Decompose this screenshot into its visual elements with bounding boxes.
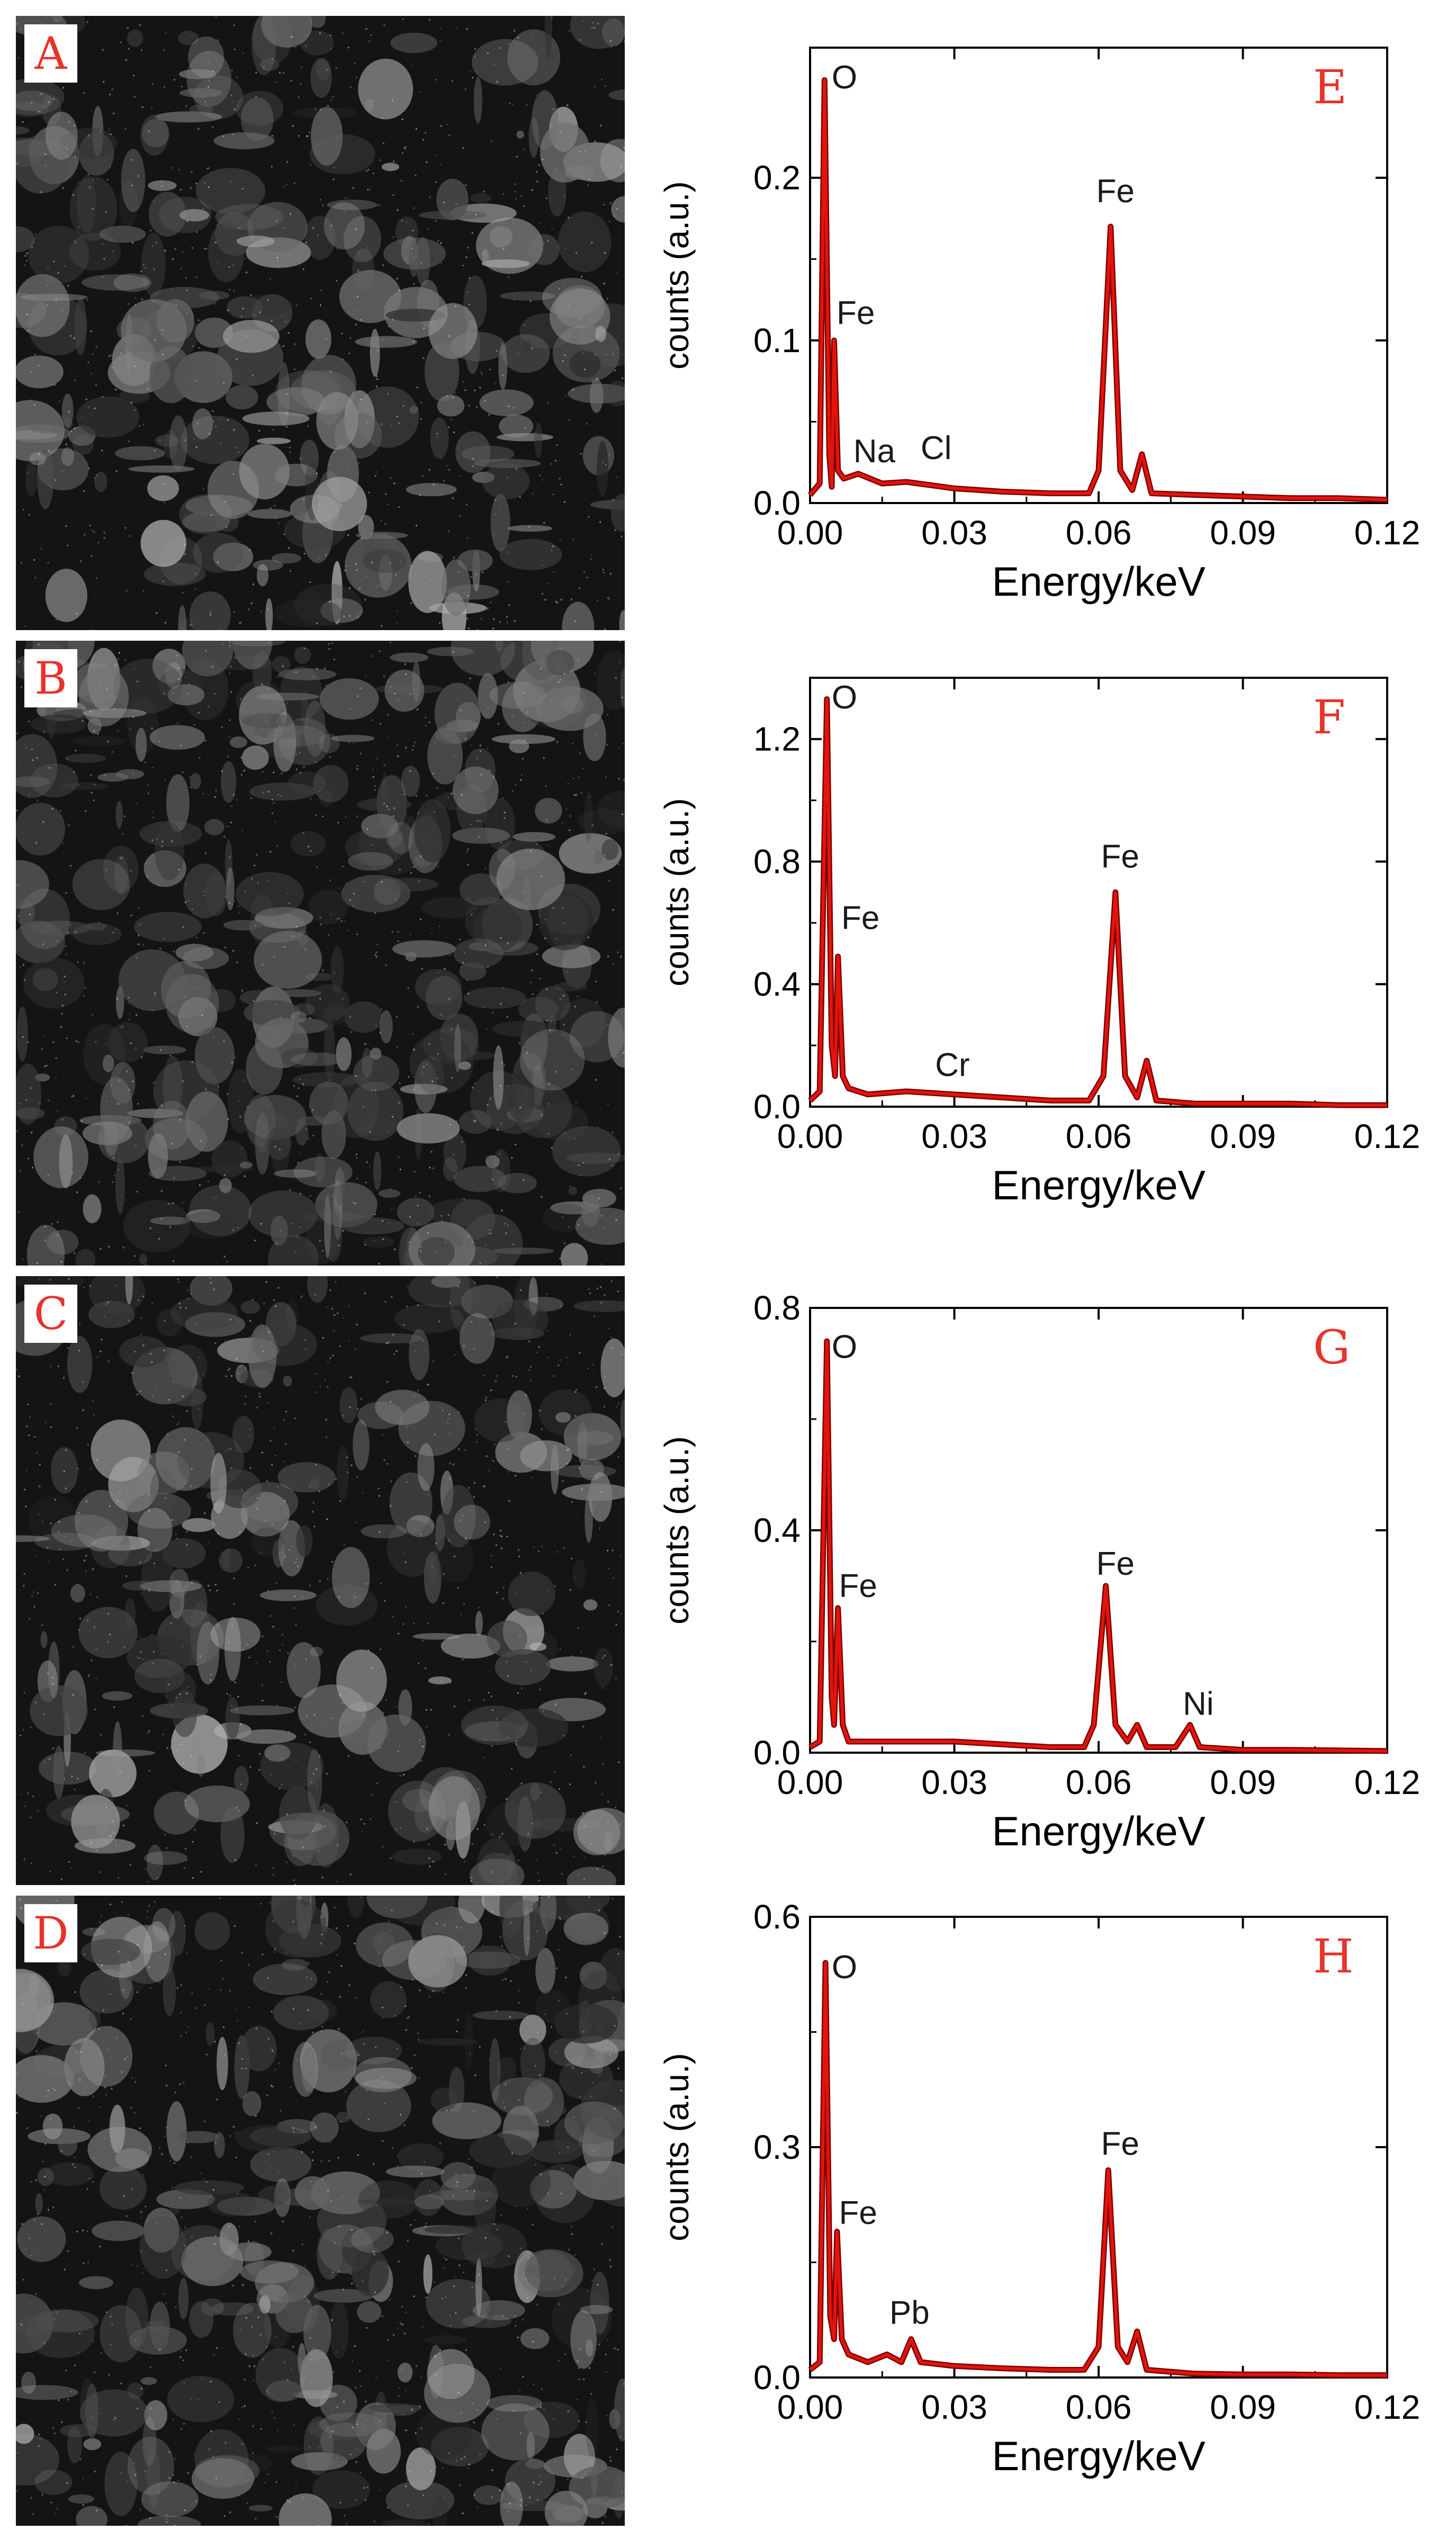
y-tick-label: 0.4	[753, 965, 801, 1003]
peak-label: Fe	[1101, 2126, 1139, 2163]
sem-image-a: A	[16, 16, 625, 630]
x-axis-title: Energy/keV	[992, 558, 1205, 605]
peak-label: O	[832, 679, 857, 716]
peak-label: O	[832, 1329, 857, 1366]
peak-label: O	[832, 59, 857, 96]
x-tick-label: 0.12	[1354, 1117, 1421, 1155]
x-tick-label: 0.09	[1210, 1117, 1276, 1155]
peak-label: Pb	[889, 2295, 930, 2331]
panel-label: G	[1313, 1320, 1350, 1375]
x-tick-label: 0.03	[921, 1763, 987, 1801]
peak-label: Fe	[1101, 839, 1139, 875]
eds-chart-e: 0.00 0.03 0.06 0.09 0.12 0.0 0.1 0.2 Energy/keV c…	[658, 47, 1421, 605]
x-tick-label: 0.00	[777, 1763, 843, 1801]
y-tick-label: 0.4	[753, 1511, 801, 1549]
x-axis-title: Energy/keV	[992, 2433, 1205, 2479]
spectrum-outline	[807, 77, 1388, 503]
x-tick-label: 0.03	[921, 514, 987, 552]
peak-label: Cr	[935, 1047, 969, 1083]
y-axis-title: counts (a.u.)	[658, 1436, 696, 1625]
spectrum-line	[809, 1961, 1387, 2377]
panel-label-c: C	[24, 1285, 77, 1343]
y-tick-label: 0.0	[753, 1734, 801, 1772]
eds-chart-h: 0.00 0.03 0.06 0.09 0.12 0.0 0.3 0.6 Energy/keV c…	[658, 1898, 1421, 2479]
x-tick-label: 0.12	[1354, 1763, 1421, 1801]
sem-footer-b	[16, 1244, 625, 1261]
peak-label: Na	[853, 433, 896, 470]
x-tick-label: 0.00	[777, 514, 843, 552]
sem-image-b: B	[16, 641, 625, 1266]
y-tick-label: 0.0	[753, 1088, 801, 1126]
sem-texture-b	[16, 641, 625, 1266]
sem-texture-c	[16, 1276, 625, 1885]
y-tick-label: 0.2	[753, 159, 801, 197]
x-tick-label: 0.06	[1066, 514, 1132, 552]
sem-footer-a	[16, 609, 625, 626]
peak-label: Fe	[1096, 173, 1134, 210]
panel-label: E	[1313, 60, 1347, 114]
y-tick-label: 0.0	[753, 2358, 801, 2397]
x-tick-label: 0.12	[1354, 514, 1421, 552]
x-axis-title: Energy/keV	[992, 1162, 1205, 1208]
x-tick-label: 0.09	[1210, 1763, 1276, 1801]
peak-label: Fe	[1096, 1546, 1134, 1582]
sem-footer-c	[16, 1864, 625, 1881]
panel-label: F	[1313, 690, 1345, 744]
y-tick-label: 0.8	[753, 1289, 801, 1327]
eds-chart-g: 0.00 0.03 0.06 0.09 0.12 0.0 0.4 0.8 Energy/keV c…	[658, 1289, 1421, 1854]
x-tick-label: 0.06	[1066, 1763, 1132, 1801]
y-tick-label: 0.6	[753, 1898, 801, 1936]
x-tick-label: 0.09	[1210, 2388, 1276, 2426]
y-tick-label: 0.0	[753, 484, 801, 522]
sem-footer-d	[16, 2505, 625, 2522]
x-axis-title: Energy/keV	[992, 1808, 1205, 1854]
y-axis-title: counts (a.u.)	[658, 181, 696, 370]
y-tick-label: 0.3	[753, 2128, 801, 2166]
panel-label-a: A	[24, 24, 77, 83]
spectrum-line	[809, 1340, 1388, 1753]
x-tick-label: 0.00	[777, 1117, 843, 1155]
x-tick-label: 0.06	[1066, 2388, 1132, 2426]
peak-label: Fe	[839, 1568, 877, 1604]
peak-label: Ni	[1183, 1686, 1214, 1722]
eds-chart-f: 0.00 0.03 0.06 0.09 0.12 0.0 0.4 0.8 1.2 Energy/k…	[658, 677, 1421, 1208]
y-tick-label: 0.1	[753, 321, 801, 360]
x-tick-label: 0.06	[1066, 1117, 1132, 1155]
x-tick-label: 0.03	[921, 1117, 987, 1155]
sem-texture-d	[16, 1896, 625, 2526]
sem-texture-a	[16, 16, 625, 630]
spectrum-line	[808, 697, 1387, 1107]
sem-image-c: C	[16, 1276, 625, 1885]
spectrum-outline	[808, 696, 1387, 1108]
peak-label: O	[832, 1949, 857, 1986]
x-tick-label: 0.12	[1354, 2388, 1421, 2426]
peak-label: Fe	[837, 295, 875, 331]
x-tick-label: 0.09	[1210, 514, 1276, 552]
peak-label: Fe	[839, 2195, 877, 2231]
peak-label: Fe	[841, 900, 879, 936]
peak-label: Cl	[921, 430, 952, 466]
sem-image-d: D	[16, 1896, 625, 2526]
y-tick-label: 1.2	[753, 720, 801, 758]
y-tick-label: 0.8	[753, 842, 801, 881]
spectrum-line	[808, 78, 1388, 501]
plot-frame	[809, 677, 1388, 1108]
panel-label-b: B	[24, 649, 77, 707]
x-tick-label: 0.03	[921, 2388, 987, 2426]
x-tick-label: 0.00	[777, 2388, 843, 2426]
y-axis-title: counts (a.u.)	[658, 2053, 696, 2241]
panel-label: H	[1313, 1929, 1354, 1984]
panel-label-d: D	[24, 1904, 77, 1962]
y-axis-title: counts (a.u.)	[658, 798, 696, 986]
